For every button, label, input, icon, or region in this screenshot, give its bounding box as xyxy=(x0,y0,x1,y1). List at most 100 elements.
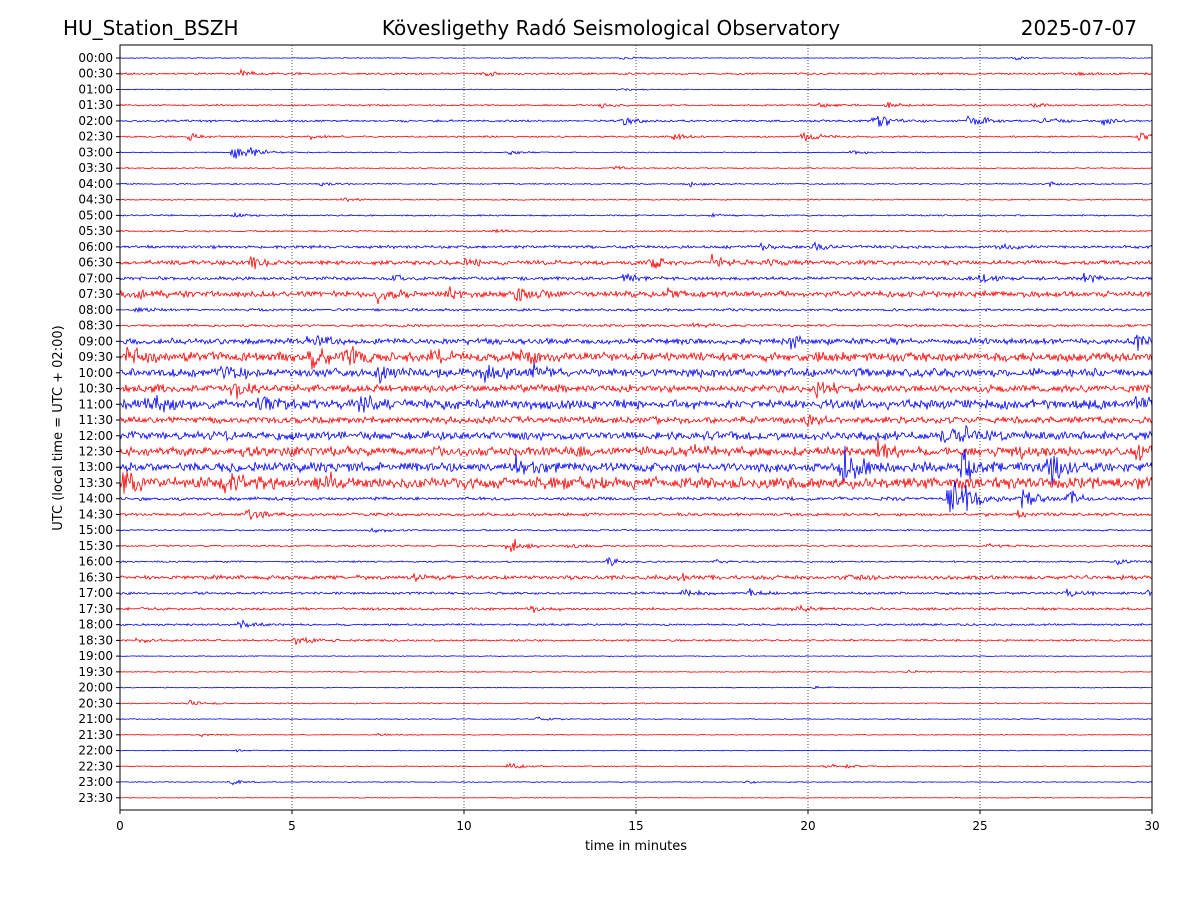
y-tick-label: 23:00 xyxy=(78,775,113,789)
trace-1030 xyxy=(119,381,1153,400)
trace-0200 xyxy=(119,115,1153,128)
y-tick-label: 04:00 xyxy=(78,177,113,191)
trace-0730 xyxy=(119,286,1153,305)
trace-1830 xyxy=(119,636,1153,646)
y-tick-label: 05:00 xyxy=(78,208,113,222)
y-tick-label: 15:00 xyxy=(78,523,113,537)
y-tick-label: 18:30 xyxy=(78,633,113,647)
trace-1800 xyxy=(119,619,1153,630)
trace-2330 xyxy=(119,796,1153,799)
y-tick-label: 07:00 xyxy=(78,271,113,285)
trace-1700 xyxy=(119,588,1153,598)
y-tick-label: 17:00 xyxy=(78,586,113,600)
y-tick-label: 11:30 xyxy=(78,413,113,427)
y-tick-label: 09:30 xyxy=(78,350,113,364)
x-tick-label: 30 xyxy=(1144,819,1159,833)
trace-2200 xyxy=(119,749,1153,753)
trace-0830 xyxy=(119,322,1153,329)
trace-0430 xyxy=(119,197,1153,203)
gridlines xyxy=(291,45,981,810)
trace-0300 xyxy=(119,147,1153,159)
y-tick-label: 15:30 xyxy=(78,539,113,553)
trace-2030 xyxy=(119,699,1153,706)
trace-1430 xyxy=(119,508,1153,521)
y-tick-label: 06:30 xyxy=(78,256,113,270)
y-tick-label: 11:00 xyxy=(78,397,113,411)
trace-2100 xyxy=(119,716,1153,721)
trace-0230 xyxy=(119,132,1153,143)
y-tick-label: 20:30 xyxy=(78,696,113,710)
trace-2300 xyxy=(119,779,1153,786)
trace-1100 xyxy=(119,394,1153,413)
trace-0500 xyxy=(119,211,1153,218)
y-tick-label: 19:30 xyxy=(78,665,113,679)
y-tick-label: 02:00 xyxy=(78,114,113,128)
y-tick-label: 13:30 xyxy=(78,476,113,490)
y-tick-label: 10:00 xyxy=(78,366,113,380)
trace-0530 xyxy=(119,228,1153,234)
trace-2130 xyxy=(119,732,1153,738)
trace-0130 xyxy=(119,101,1153,109)
trace-0600 xyxy=(119,241,1153,252)
y-tick-label: 00:00 xyxy=(78,51,113,65)
y-tick-label: 16:30 xyxy=(78,570,113,584)
y-tick-label: 16:00 xyxy=(78,555,113,569)
y-tick-label: 13:00 xyxy=(78,460,113,474)
y-tick-label: 22:00 xyxy=(78,744,113,758)
trace-2000 xyxy=(119,685,1153,690)
x-tick-label: 5 xyxy=(288,819,296,833)
trace-1400 xyxy=(119,480,1153,513)
trace-1600 xyxy=(119,556,1153,567)
x-tick-labels: 0 5 10 15 20 25 30 xyxy=(116,810,1160,833)
y-tick-label: 21:00 xyxy=(78,712,113,726)
trace-1500 xyxy=(119,527,1153,534)
trace-1330 xyxy=(119,471,1153,494)
trace-0900 xyxy=(119,334,1153,351)
trace-0800 xyxy=(119,307,1153,314)
y-tick-label: 08:30 xyxy=(78,319,113,333)
trace-2230 xyxy=(119,762,1153,769)
station-name: HU_Station_BSZH xyxy=(63,16,239,40)
x-tick-label: 10 xyxy=(456,819,471,833)
trace-0000 xyxy=(120,56,1153,61)
y-tick-label: 14:00 xyxy=(78,492,113,506)
y-tick-label: 03:00 xyxy=(78,145,113,159)
y-tick-label: 17:30 xyxy=(78,602,113,616)
trace-1930 xyxy=(119,669,1153,673)
y-tick-label: 12:00 xyxy=(78,429,113,443)
y-tick-label: 20:00 xyxy=(78,681,113,695)
observatory-title: Kövesligethy Radó Seismological Observat… xyxy=(381,16,841,40)
y-tick-label: 12:30 xyxy=(78,445,113,459)
y-tick-label: 05:30 xyxy=(78,224,113,238)
trace-1530 xyxy=(119,538,1153,553)
trace-0330 xyxy=(119,165,1153,170)
x-tick-label: 25 xyxy=(972,819,987,833)
trace-1230 xyxy=(119,438,1153,461)
y-tick-label: 08:00 xyxy=(78,303,113,317)
y-axis-label: UTC (local time = UTC + 02:00) xyxy=(51,325,66,530)
trace-1900 xyxy=(119,655,1153,658)
y-tick-label: 04:30 xyxy=(78,193,113,207)
y-tick-label: 19:00 xyxy=(78,649,113,663)
trace-1000 xyxy=(119,362,1153,385)
y-tick-label: 09:00 xyxy=(78,334,113,348)
y-tick-label: 10:30 xyxy=(78,382,113,396)
y-tick-label: 03:30 xyxy=(78,161,113,175)
y-tick-label: 01:30 xyxy=(78,98,113,112)
x-tick-label: 15 xyxy=(628,819,643,833)
y-tick-label: 00:30 xyxy=(78,67,113,81)
trace-1630 xyxy=(119,572,1153,583)
y-tick-label: 21:30 xyxy=(78,728,113,742)
y-tick-label: 22:30 xyxy=(78,759,113,773)
y-tick-label: 23:30 xyxy=(78,791,113,805)
y-tick-label: 18:00 xyxy=(78,618,113,632)
trace-0400 xyxy=(119,181,1153,188)
trace-0630 xyxy=(119,253,1153,270)
y-tick-label: 06:00 xyxy=(78,240,113,254)
trace-0100 xyxy=(119,88,1153,91)
trace-0700 xyxy=(119,272,1153,284)
trace-1730 xyxy=(119,604,1153,613)
trace-1130 xyxy=(119,414,1153,427)
